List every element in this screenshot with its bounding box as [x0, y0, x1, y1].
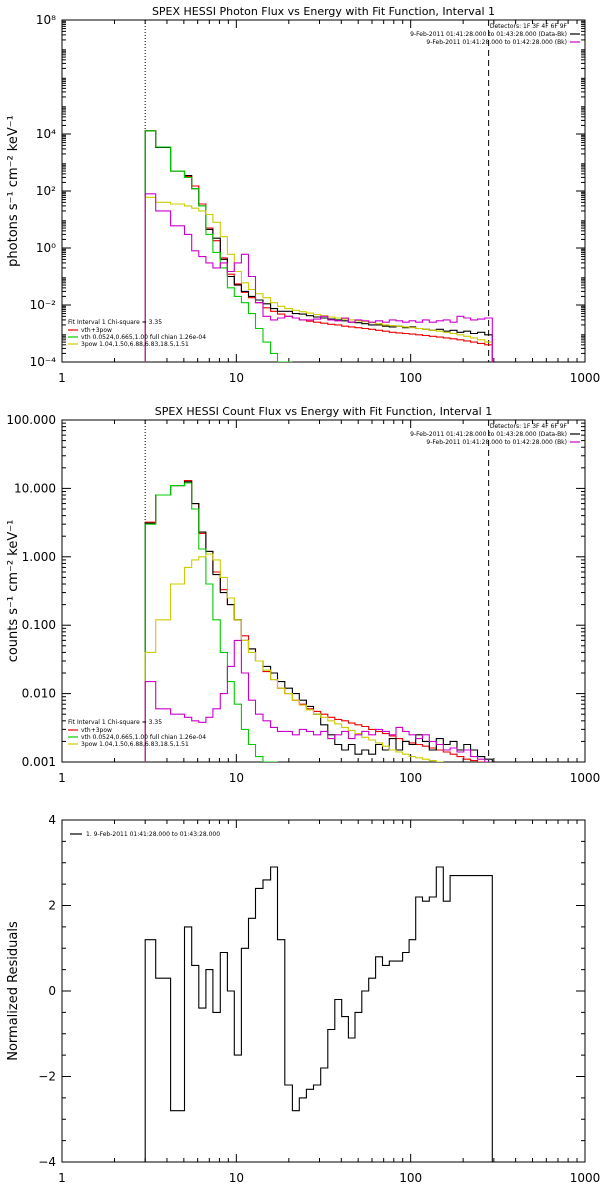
series-group	[144, 866, 493, 1162]
series-line-3pow	[144, 553, 444, 762]
series-line-bk	[144, 639, 493, 762]
plot-frame	[61, 19, 586, 363]
x-tick-label: 1	[58, 371, 66, 385]
y-tick-label: 1.000	[22, 550, 56, 564]
series-line-1-9-feb-2011-01-41-28-000-to-01-43-28-000	[144, 866, 493, 1162]
y-tick-label: 10⁻²	[30, 298, 57, 312]
chart-panel-3: 1 10 100 1000 −4 −2 0 2 4 Normalized Residuals 1. …	[6, 813, 600, 1185]
info-line: 9-Feb-2011 01:41:28.000 to 01:43:28.000 …	[410, 31, 567, 38]
fit-header: Fit Interval 1 Chi-square = 3.35	[68, 319, 162, 326]
series-line-vth-3pow	[144, 130, 493, 362]
y-tick-label: 4	[48, 813, 56, 827]
chart-title: SPEX HESSI Count Flux vs Energy with Fit…	[155, 405, 492, 418]
y-tick-label: 0	[48, 984, 56, 998]
y-tick-label: 10⁴	[36, 127, 56, 141]
series-line-vth-3pow	[144, 480, 493, 762]
x-tick-label: 1	[58, 1171, 66, 1185]
chart-panel-2: SPEX HESSI Count Flux vs Energy with Fit…	[6, 405, 600, 785]
x-tick-label: 1	[58, 771, 66, 785]
plot-frame	[61, 819, 586, 1163]
x-tick-label: 1000	[570, 771, 600, 785]
y-tick-label: 10⁰	[36, 241, 56, 255]
x-tick-label: 100	[399, 1171, 422, 1185]
info-line: 9-Feb-2011 01:41:28.000 to 01:42:28.000 …	[426, 439, 567, 446]
y-tick-label: 100.000	[6, 413, 56, 427]
x-tick-label: 10	[229, 1171, 244, 1185]
y-tick-label: 10.000	[14, 481, 56, 495]
series-line-bk	[144, 193, 493, 362]
info-line: 9-Feb-2011 01:41:28.000 to 01:43:28.000 …	[410, 431, 567, 438]
series-group	[144, 130, 493, 362]
legend-entry: vth 0.0524,0.665,1.00 full chian 1.26e-0…	[81, 334, 206, 341]
x-tick-label: 1000	[570, 1171, 600, 1185]
x-tick-label: 100	[399, 371, 422, 385]
series-line-vth	[144, 130, 293, 362]
plot-frame	[61, 419, 586, 763]
legend-entry: vth+3pow	[81, 727, 112, 734]
info-line: Detectors: 1F 3F 4F 6F 9F	[490, 423, 568, 430]
info-line: 9-Feb-2011 01:41:28.000 to 01:42:28.000 …	[426, 39, 567, 46]
series-group	[144, 480, 493, 762]
info-line: Detectors: 1F 3F 4F 6F 9F	[490, 23, 568, 30]
x-tick-label: 10	[229, 771, 244, 785]
legend-entry: vth 0.0524,0.665,1.00 full chian 1.26e-0…	[81, 734, 206, 741]
legend-entry: 3pow 1.04,1.50,6.88,6.83,18.5,1.51	[81, 341, 189, 348]
y-axis-label: photons s⁻¹ cm⁻² keV⁻¹	[6, 115, 21, 267]
y-tick-label: −2	[38, 1070, 56, 1084]
y-tick-label: 2	[48, 899, 56, 913]
legend-entry: 3pow 1.04,1.50,6.88,6.83,18.5,1.51	[81, 741, 189, 748]
chart-title: SPEX HESSI Photon Flux vs Energy with Fi…	[152, 5, 495, 18]
y-tick-label: 0.001	[22, 755, 56, 769]
legend-entry: vth+3pow	[81, 327, 112, 334]
series-line-data-bk	[144, 481, 493, 762]
fit-header: Fit Interval 1 Chi-square = 3.35	[68, 719, 162, 726]
y-tick-label: 0.100	[22, 618, 56, 632]
y-axis-label: Normalized Residuals	[6, 921, 21, 1061]
y-tick-label: 0.010	[22, 687, 56, 701]
x-tick-label: 1000	[570, 371, 600, 385]
legend-entry: 1. 9-Feb-2011 01:41:28.000 to 01:43:28.0…	[86, 831, 220, 838]
series-line-vth	[144, 482, 278, 762]
x-tick-label: 100	[399, 771, 422, 785]
chart-panel-1: SPEX HESSI Photon Flux vs Energy with Fi…	[6, 5, 600, 385]
y-tick-label: 10⁻⁴	[30, 355, 57, 369]
y-tick-label: 10²	[36, 184, 56, 198]
x-tick-label: 10	[229, 371, 244, 385]
y-axis-label: counts s⁻¹ cm⁻² keV⁻¹	[6, 520, 21, 663]
y-tick-label: −4	[38, 1155, 56, 1169]
series-line-3pow	[144, 196, 493, 362]
series-line-data-bk	[144, 130, 493, 362]
y-tick-label: 10⁸	[36, 13, 56, 27]
